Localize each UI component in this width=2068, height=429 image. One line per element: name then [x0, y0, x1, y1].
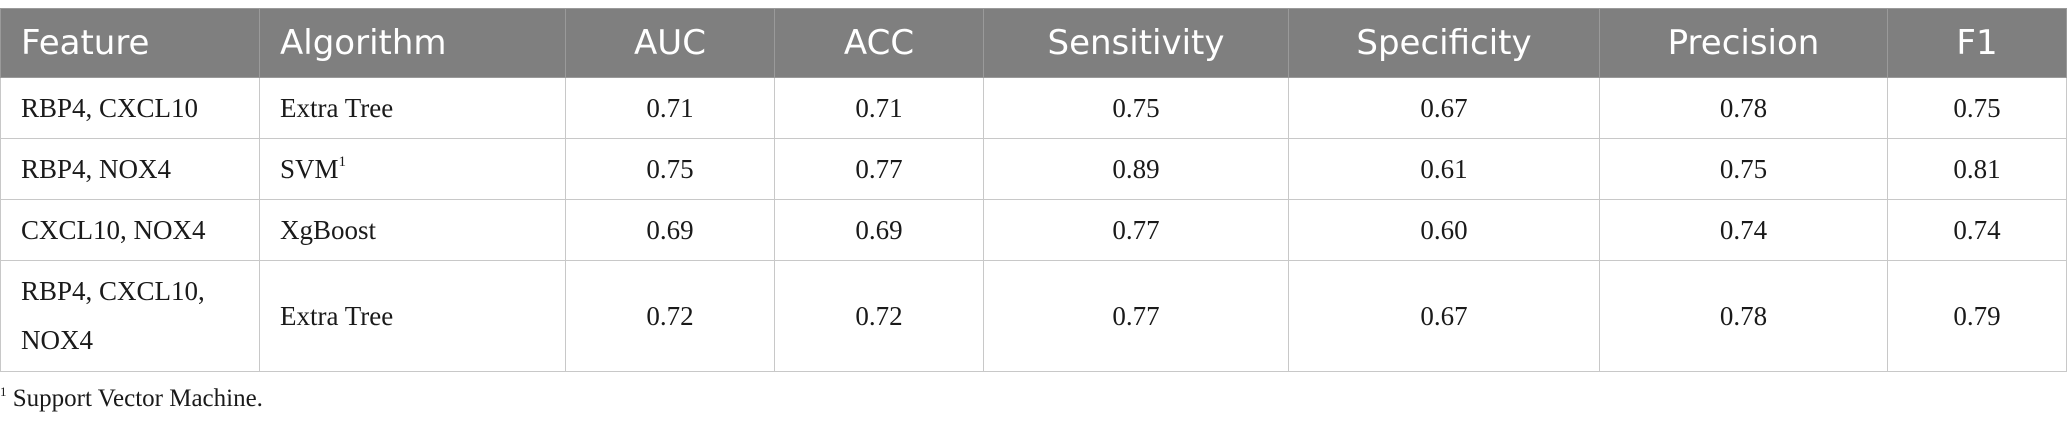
table-row: RBP4, CXCL10 Extra Tree 0.71 0.71 0.75 0… — [0, 77, 2067, 139]
header-auc: AUC — [565, 8, 775, 78]
cell-precision: 0.78 — [1599, 77, 1888, 139]
cell-auc: 0.72 — [565, 260, 775, 372]
cell-f1: 0.81 — [1887, 138, 2067, 200]
feature-line: RBP4, CXCL10, — [21, 276, 205, 306]
cell-f1: 0.79 — [1887, 260, 2067, 372]
cell-algorithm: Extra Tree — [259, 260, 566, 372]
table-row: RBP4, NOX4 SVM1 0.75 0.77 0.89 0.61 0.75… — [0, 138, 2067, 200]
footnote-marker: 1 — [338, 153, 347, 170]
cell-feature: RBP4, CXCL10 — [0, 77, 260, 139]
cell-feature: RBP4, NOX4 — [0, 138, 260, 200]
cell-specificity: 0.61 — [1288, 138, 1600, 200]
cell-specificity: 0.67 — [1288, 260, 1600, 372]
header-precision: Precision — [1599, 8, 1888, 78]
cell-acc: 0.72 — [774, 260, 984, 372]
cell-specificity: 0.60 — [1288, 199, 1600, 261]
algorithm-text: XgBoost — [280, 214, 377, 245]
cell-acc: 0.71 — [774, 77, 984, 139]
cell-f1: 0.74 — [1887, 199, 2067, 261]
algorithm-text: Extra Tree — [280, 92, 394, 123]
cell-algorithm: XgBoost — [259, 199, 566, 261]
table-row: RBP4, CXCL10, NOX4 Extra Tree 0.72 0.72 0… — [0, 260, 2067, 372]
results-table: Feature Algorithm AUC ACC Sensitivity Sp… — [0, 8, 2067, 372]
header-feature: Feature — [0, 8, 260, 78]
header-algorithm: Algorithm — [259, 8, 566, 78]
feature-line: NOX4 — [21, 325, 93, 355]
cell-algorithm: SVM1 — [259, 138, 566, 200]
header-specificity: Specificity — [1288, 8, 1600, 78]
footnote-marker: 1 — [0, 384, 7, 399]
cell-sensitivity: 0.77 — [983, 260, 1289, 372]
cell-sensitivity: 0.75 — [983, 77, 1289, 139]
cell-feature: CXCL10, NOX4 — [0, 199, 260, 261]
table-row: CXCL10, NOX4 XgBoost 0.69 0.69 0.77 0.60… — [0, 199, 2067, 261]
cell-auc: 0.75 — [565, 138, 775, 200]
cell-specificity: 0.67 — [1288, 77, 1600, 139]
cell-precision: 0.75 — [1599, 138, 1888, 200]
algorithm-text: SVM — [280, 153, 339, 184]
header-f1: F1 — [1887, 8, 2067, 78]
algorithm-text: Extra Tree — [280, 300, 394, 331]
header-sensitivity: Sensitivity — [983, 8, 1289, 78]
cell-sensitivity: 0.77 — [983, 199, 1289, 261]
cell-auc: 0.71 — [565, 77, 775, 139]
cell-precision: 0.78 — [1599, 260, 1888, 372]
header-row: Feature Algorithm AUC ACC Sensitivity Sp… — [0, 8, 2067, 78]
footnote-text: Support Vector Machine. — [6, 385, 263, 412]
cell-acc: 0.77 — [774, 138, 984, 200]
results-table-container: Feature Algorithm AUC ACC Sensitivity Sp… — [0, 8, 2067, 372]
cell-feature: RBP4, CXCL10, NOX4 — [0, 260, 260, 372]
cell-acc: 0.69 — [774, 199, 984, 261]
header-acc: ACC — [774, 8, 984, 78]
cell-sensitivity: 0.89 — [983, 138, 1289, 200]
cell-auc: 0.69 — [565, 199, 775, 261]
cell-precision: 0.74 — [1599, 199, 1888, 261]
table-footnote: 1 Support Vector Machine. — [0, 384, 263, 413]
cell-algorithm: Extra Tree — [259, 77, 566, 139]
cell-f1: 0.75 — [1887, 77, 2067, 139]
